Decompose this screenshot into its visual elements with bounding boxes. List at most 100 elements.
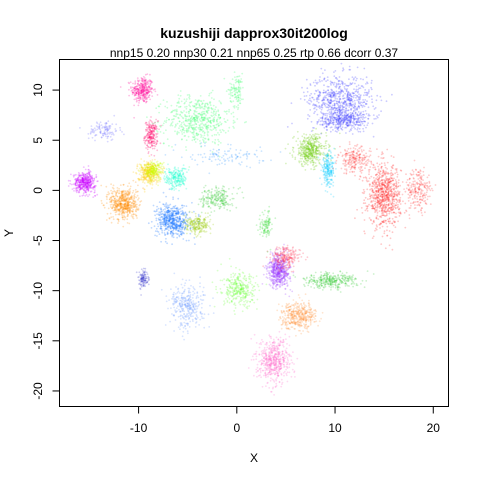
data-point <box>341 112 344 114</box>
data-point <box>141 94 144 97</box>
data-point <box>198 126 201 129</box>
data-point <box>134 83 137 85</box>
data-point <box>383 188 386 190</box>
data-point <box>380 216 383 219</box>
data-point <box>107 207 110 210</box>
data-point <box>230 112 233 115</box>
data-point <box>371 237 374 240</box>
data-point <box>314 84 316 87</box>
data-point <box>143 83 146 86</box>
data-point <box>378 177 380 180</box>
data-point <box>148 131 151 134</box>
data-point <box>360 172 363 174</box>
data-point <box>133 116 136 119</box>
data-point <box>391 212 393 214</box>
data-point <box>303 95 306 97</box>
data-point <box>207 138 210 141</box>
data-point <box>192 133 195 136</box>
data-point <box>147 88 150 91</box>
data-point <box>231 94 234 97</box>
data-point <box>147 90 150 92</box>
data-point <box>149 137 151 139</box>
data-point <box>188 115 191 118</box>
data-point <box>191 132 194 134</box>
data-point <box>374 203 377 205</box>
data-point <box>325 158 328 161</box>
data-point <box>320 67 323 70</box>
data-point <box>200 145 203 148</box>
data-point <box>349 121 352 124</box>
data-point <box>145 130 148 132</box>
data-point <box>152 126 155 129</box>
data-point <box>300 163 303 166</box>
data-point <box>357 96 360 98</box>
data-point <box>234 93 237 96</box>
data-point <box>199 126 202 129</box>
data-point <box>152 135 155 138</box>
data-point <box>413 185 416 188</box>
data-point <box>151 140 154 143</box>
data-point <box>70 183 73 186</box>
data-point <box>312 161 314 164</box>
data-point <box>137 94 140 96</box>
data-point <box>137 97 139 100</box>
data-point <box>396 176 399 178</box>
data-point <box>146 129 149 132</box>
data-point <box>390 155 393 157</box>
data-point <box>351 124 354 127</box>
data-point <box>147 85 150 88</box>
data-point <box>360 114 363 117</box>
data-point <box>149 133 152 136</box>
data-point <box>132 82 134 85</box>
data-point <box>154 145 157 148</box>
data-point <box>309 157 312 159</box>
data-point <box>386 218 389 221</box>
data-point <box>324 190 327 192</box>
data-point <box>329 145 331 148</box>
data-point <box>395 204 397 207</box>
data-point <box>386 148 389 151</box>
data-point <box>147 92 150 94</box>
data-point <box>140 87 143 89</box>
data-point <box>395 168 398 170</box>
data-point <box>349 171 351 173</box>
data-point <box>381 165 383 168</box>
data-point <box>225 121 227 123</box>
data-point <box>380 110 382 113</box>
data-point <box>237 104 240 107</box>
data-point <box>199 128 202 131</box>
data-point <box>188 114 191 117</box>
data-point <box>336 98 339 100</box>
data-point <box>145 96 147 98</box>
data-point <box>202 112 205 115</box>
data-point <box>326 85 329 88</box>
data-point <box>356 94 358 97</box>
data-point <box>294 156 297 159</box>
data-point <box>237 81 240 84</box>
data-point <box>218 155 221 158</box>
data-point <box>128 182 131 185</box>
data-point <box>152 137 155 140</box>
data-point <box>388 217 391 220</box>
data-point <box>193 124 196 126</box>
data-point <box>198 104 201 106</box>
data-point <box>329 173 331 176</box>
data-point <box>104 124 107 126</box>
data-point <box>324 69 326 71</box>
data-point <box>355 152 358 154</box>
data-point <box>420 175 423 178</box>
data-point <box>200 113 203 116</box>
data-point <box>193 116 196 119</box>
data-point <box>348 156 351 159</box>
data-point <box>231 95 234 97</box>
data-point <box>428 185 431 188</box>
data-point <box>395 180 398 183</box>
data-point <box>149 133 152 136</box>
data-point <box>335 159 338 162</box>
data-point <box>147 142 150 145</box>
data-point <box>131 91 134 94</box>
data-point <box>372 185 375 188</box>
data-point <box>426 182 429 184</box>
data-point <box>234 96 237 99</box>
data-point <box>148 96 150 99</box>
